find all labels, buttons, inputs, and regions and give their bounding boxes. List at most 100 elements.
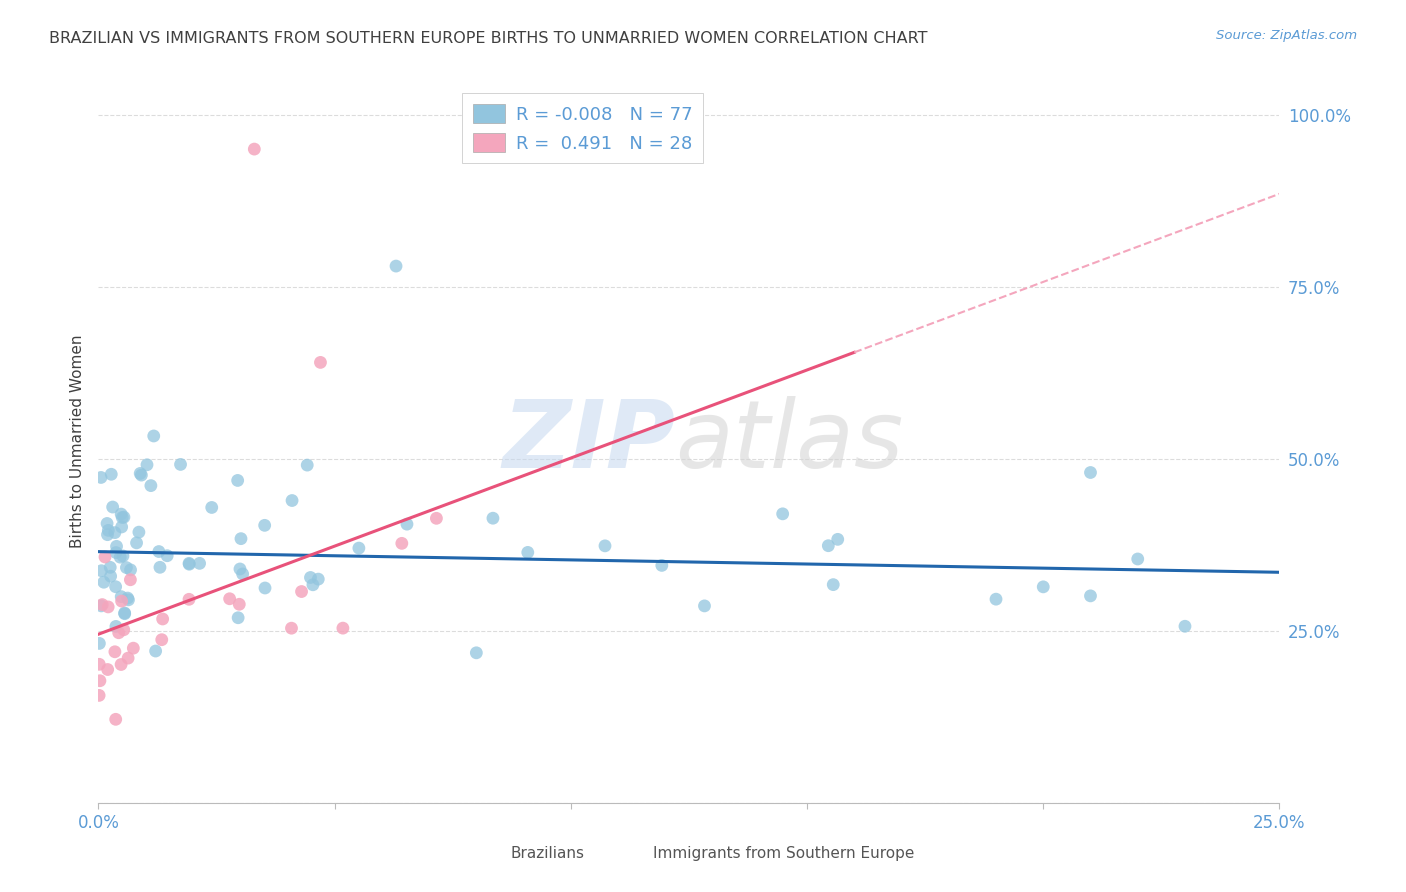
Point bbox=[101, 500, 124, 514]
Point bbox=[1126, 552, 1149, 566]
Point bbox=[179, 558, 201, 572]
Point bbox=[385, 259, 408, 273]
Point bbox=[332, 621, 354, 635]
Point bbox=[229, 532, 252, 546]
Point bbox=[1174, 619, 1197, 633]
Point bbox=[169, 458, 191, 472]
Point bbox=[177, 592, 200, 607]
Point bbox=[309, 355, 332, 369]
Point bbox=[391, 536, 413, 550]
Point bbox=[90, 470, 112, 484]
Point bbox=[149, 560, 172, 574]
Point bbox=[142, 429, 165, 443]
Point bbox=[110, 657, 132, 672]
Point bbox=[115, 560, 138, 574]
Point bbox=[91, 598, 114, 612]
Point bbox=[105, 545, 128, 559]
Point bbox=[226, 611, 249, 625]
Point bbox=[111, 549, 134, 563]
Point bbox=[302, 578, 325, 592]
Point bbox=[280, 621, 302, 635]
Point bbox=[229, 562, 252, 576]
Point bbox=[307, 572, 329, 586]
Point bbox=[120, 573, 142, 587]
Point bbox=[87, 689, 110, 703]
Point bbox=[117, 592, 139, 607]
Point bbox=[110, 590, 132, 604]
Point bbox=[110, 594, 132, 608]
Point bbox=[817, 539, 839, 553]
Text: Source: ZipAtlas.com: Source: ZipAtlas.com bbox=[1216, 29, 1357, 42]
Point bbox=[111, 510, 134, 524]
Point bbox=[651, 558, 673, 573]
Point bbox=[823, 577, 845, 591]
Point bbox=[111, 520, 134, 534]
Point bbox=[150, 632, 173, 647]
Point bbox=[94, 549, 117, 564]
Point bbox=[772, 507, 794, 521]
Point bbox=[98, 560, 121, 574]
Point bbox=[93, 575, 115, 590]
Point bbox=[125, 536, 148, 550]
Point bbox=[104, 645, 127, 659]
Point bbox=[112, 623, 135, 637]
Point bbox=[96, 527, 118, 541]
Point bbox=[1080, 466, 1102, 480]
Point bbox=[984, 592, 1007, 607]
Point bbox=[253, 581, 276, 595]
Point bbox=[104, 580, 127, 594]
Point bbox=[120, 563, 142, 577]
FancyBboxPatch shape bbox=[458, 840, 506, 866]
Point bbox=[253, 518, 276, 533]
Point bbox=[1080, 589, 1102, 603]
Point bbox=[297, 458, 319, 472]
Point bbox=[90, 564, 112, 578]
Point bbox=[90, 599, 112, 613]
Point bbox=[112, 510, 135, 524]
Point bbox=[299, 570, 322, 584]
Point bbox=[97, 663, 120, 677]
Point bbox=[105, 539, 128, 553]
Point bbox=[201, 500, 224, 515]
Point bbox=[114, 607, 136, 621]
Point bbox=[516, 545, 538, 559]
Point bbox=[156, 549, 179, 563]
Text: Brazilians: Brazilians bbox=[510, 846, 585, 861]
Point bbox=[148, 544, 170, 558]
Point bbox=[228, 597, 250, 611]
Point bbox=[107, 625, 129, 640]
Point bbox=[232, 566, 254, 581]
Point bbox=[131, 468, 153, 483]
Point bbox=[96, 516, 118, 531]
Legend: R = -0.008   N = 77, R =  0.491   N = 28: R = -0.008 N = 77, R = 0.491 N = 28 bbox=[461, 93, 703, 163]
Point bbox=[243, 142, 266, 156]
Text: Immigrants from Southern Europe: Immigrants from Southern Europe bbox=[652, 846, 914, 861]
Point bbox=[226, 474, 249, 488]
Point bbox=[89, 657, 111, 672]
Point bbox=[425, 511, 447, 525]
Point bbox=[152, 612, 174, 626]
Point bbox=[117, 591, 139, 605]
Point bbox=[593, 539, 616, 553]
Point bbox=[97, 599, 120, 614]
Point bbox=[122, 641, 145, 656]
Point bbox=[97, 524, 120, 538]
Point bbox=[218, 591, 240, 606]
Point bbox=[693, 599, 716, 613]
Point bbox=[465, 646, 488, 660]
Point bbox=[89, 673, 111, 688]
Text: ZIP: ZIP bbox=[502, 395, 675, 488]
FancyBboxPatch shape bbox=[695, 840, 742, 866]
Point bbox=[128, 525, 150, 540]
Point bbox=[110, 550, 132, 565]
Point bbox=[89, 636, 111, 650]
Point bbox=[177, 557, 200, 571]
Point bbox=[290, 584, 312, 599]
Point bbox=[104, 619, 127, 633]
Point bbox=[104, 525, 127, 540]
Point bbox=[100, 467, 122, 482]
Point bbox=[117, 651, 139, 665]
Text: atlas: atlas bbox=[675, 396, 904, 487]
Point bbox=[1032, 580, 1054, 594]
Point bbox=[136, 458, 159, 472]
